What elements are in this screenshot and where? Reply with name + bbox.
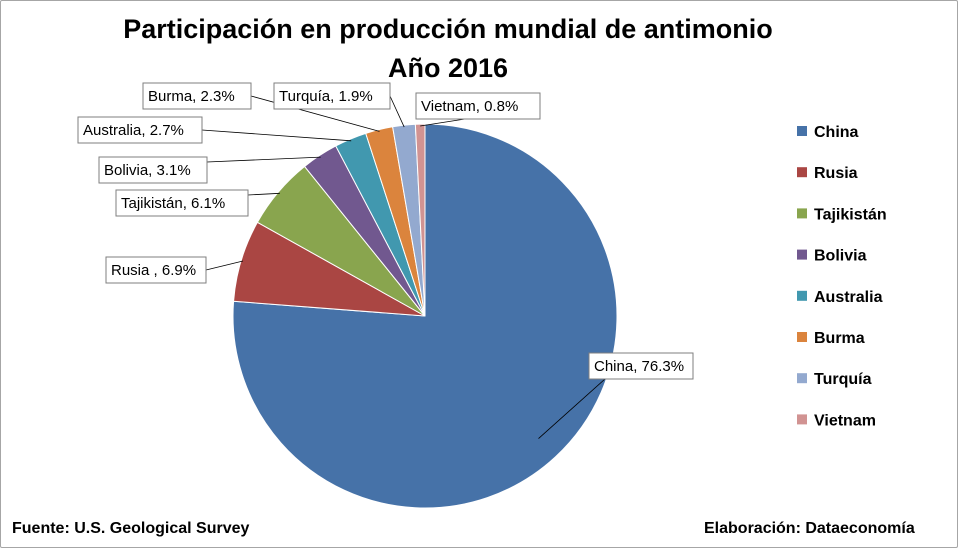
leader-line-burma [250, 95, 380, 132]
legend-swatch-bolivia [797, 249, 807, 260]
legend-label-vietnam: Vietnam [814, 412, 876, 429]
chart-title: Participación en producción mundial de a… [123, 14, 773, 44]
leader-line-china [538, 378, 606, 439]
legend-label-tajikistan: Tajikistán [814, 206, 887, 223]
data-label-box-rusia [105, 256, 207, 284]
data-label-box-burma [142, 82, 252, 110]
legend-label-rusia: Rusia [814, 165, 858, 182]
legend-label-china: China [814, 124, 859, 141]
leader-line-rusia [205, 260, 244, 271]
data-label-burma: Burma, 2.3% [148, 88, 235, 105]
data-label-box-china [588, 352, 694, 380]
leader-line-bolivia [206, 156, 321, 163]
data-label-australia: Australia, 2.7% [83, 122, 184, 139]
legend-label-turquia: Turquía [814, 371, 872, 388]
data-label-box-turquia [273, 82, 391, 110]
data-label-turquia: Turquía, 1.9% [279, 88, 373, 105]
legend-swatch-rusia [797, 167, 807, 178]
legend-swatch-burma [797, 332, 807, 342]
leader-line-tajikistan [247, 192, 280, 196]
legend-label-burma: Burma [814, 330, 865, 347]
legend-label-australia: Australia [814, 289, 883, 306]
legend-swatch-vietnam [797, 414, 807, 425]
chart-subtitle: Año 2016 [387, 53, 509, 83]
leader-line-australia [201, 129, 352, 142]
data-label-box-tajikistan [115, 189, 249, 217]
legend-swatch-australia [797, 290, 807, 301]
legend-swatch-tajikistan [797, 208, 807, 219]
data-label-china: China, 76.3% [594, 358, 684, 375]
data-label-box-bolivia [98, 156, 208, 184]
data-label-rusia: Rusia , 6.9% [111, 262, 196, 279]
leader-line-turquia [389, 95, 405, 128]
source-note: Fuente: U.S. Geological Survey [12, 520, 250, 537]
data-label-tajikistan: Tajikistán, 6.1% [121, 195, 225, 212]
legend-label-bolivia: Bolivia [814, 248, 867, 265]
data-label-bolivia: Bolivia, 3.1% [104, 162, 191, 179]
legend-swatch-china [797, 126, 807, 136]
legend-swatch-turquia [797, 373, 807, 384]
data-label-box-australia [77, 116, 203, 144]
credit-note: Elaboración: Dataeconomía [704, 520, 915, 537]
data-label-vietnam: Vietnam, 0.8% [421, 98, 518, 115]
data-label-box-vietnam [415, 92, 541, 120]
leader-line-vietnam [420, 118, 466, 127]
pie-slice-vietnam [414, 123, 426, 317]
